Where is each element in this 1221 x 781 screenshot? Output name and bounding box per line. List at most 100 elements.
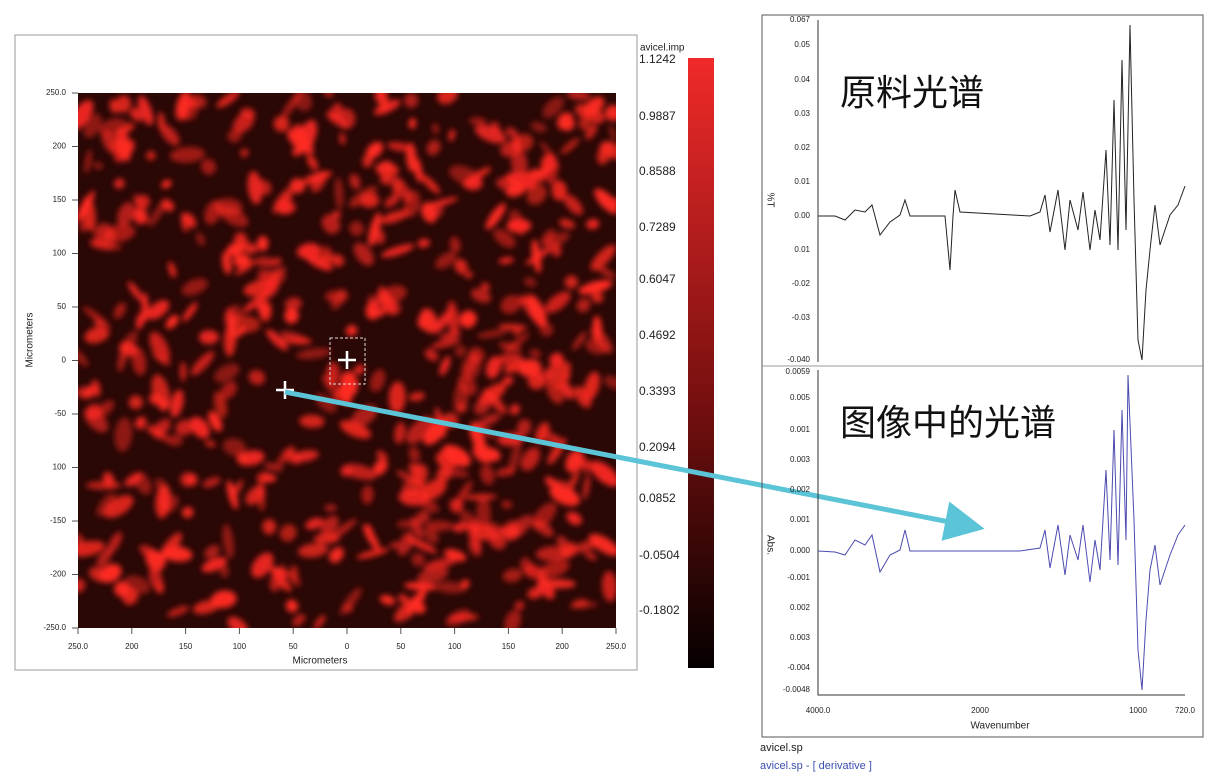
- blob: [433, 309, 453, 334]
- blob: [256, 235, 269, 252]
- y-tick-label: 0.005: [790, 393, 811, 402]
- blob: [262, 519, 277, 535]
- blob: [202, 476, 221, 488]
- blob: [542, 96, 565, 119]
- y-tick-label: -0.001: [787, 573, 810, 582]
- blob: [420, 174, 441, 194]
- blob: [454, 345, 467, 358]
- blob: [263, 462, 283, 472]
- blob: [227, 616, 249, 628]
- colorbar-label: 0.6047: [639, 272, 676, 286]
- blob: [545, 480, 568, 487]
- blob: [387, 141, 412, 152]
- x-tick-label: 100: [233, 642, 247, 651]
- blob: [149, 331, 170, 364]
- blob: [578, 279, 613, 295]
- blob: [92, 162, 104, 170]
- blob: [251, 552, 274, 578]
- blob: [185, 473, 198, 486]
- blob: [476, 496, 491, 529]
- blob: [204, 440, 216, 448]
- blob: [485, 522, 505, 542]
- blob: [226, 308, 237, 341]
- blob: [88, 567, 110, 583]
- blob: [127, 281, 144, 302]
- blob: [186, 97, 198, 108]
- blob: [133, 194, 141, 205]
- y-tick-label: 0.000: [790, 546, 811, 555]
- blob: [449, 236, 461, 253]
- blob: [397, 531, 415, 556]
- blob: [406, 142, 417, 173]
- blob: [588, 533, 616, 556]
- blob: [414, 602, 426, 614]
- blob: [216, 93, 240, 108]
- blob: [181, 278, 208, 296]
- blob: [180, 212, 189, 233]
- blob: [454, 258, 468, 275]
- y-tick-label: -0.03: [792, 313, 811, 322]
- blob: [550, 434, 560, 443]
- blob: [204, 545, 220, 559]
- blob: [439, 356, 451, 376]
- blob: [459, 310, 477, 328]
- x-tick-label: 200: [125, 642, 139, 651]
- blob: [474, 124, 506, 144]
- blob: [78, 99, 94, 131]
- blob: [239, 242, 258, 254]
- blob: [189, 416, 210, 439]
- blob: [379, 174, 391, 185]
- blob: [289, 178, 306, 194]
- blob: [146, 150, 156, 161]
- blob: [201, 556, 227, 573]
- blob: [411, 552, 426, 567]
- blob: [158, 399, 170, 411]
- blob: [161, 494, 179, 513]
- colorbar: [688, 58, 714, 668]
- y-axis-label: Abs.: [764, 535, 775, 555]
- blob: [235, 452, 248, 465]
- blob: [103, 224, 136, 243]
- blob: [549, 485, 580, 507]
- blob: [389, 542, 401, 549]
- blob: [256, 269, 287, 285]
- blob: [604, 104, 616, 122]
- blob: [82, 385, 95, 399]
- blob: [422, 478, 447, 500]
- blob: [331, 254, 345, 267]
- blob: [369, 369, 386, 392]
- image-spectrum: [817, 374, 1186, 691]
- blob: [368, 212, 382, 247]
- blob: [505, 172, 537, 190]
- blob: [222, 438, 247, 456]
- blob: [465, 493, 498, 501]
- blob: [408, 392, 426, 402]
- blob: [495, 467, 515, 477]
- blob: [121, 587, 139, 605]
- y-tick-label: 0.067: [790, 15, 811, 24]
- blob: [334, 177, 344, 210]
- blob: [161, 546, 193, 562]
- blob: [321, 214, 341, 234]
- blob: [417, 566, 449, 584]
- blob: [222, 523, 235, 559]
- blob: [226, 242, 244, 257]
- blob: [255, 471, 271, 481]
- blob: [389, 175, 413, 202]
- blob: [421, 202, 437, 223]
- blob: [96, 492, 116, 517]
- x-tick-label: 250.0: [68, 642, 89, 651]
- blob: [302, 170, 333, 185]
- blob: [190, 351, 215, 376]
- blob: [509, 404, 521, 415]
- blob: [84, 149, 92, 174]
- blob: [113, 302, 126, 319]
- blob: [572, 331, 587, 351]
- blob: [166, 605, 190, 617]
- blob: [234, 259, 257, 276]
- blob: [135, 312, 145, 330]
- blob: [323, 93, 334, 98]
- blob: [483, 388, 507, 414]
- blob: [290, 124, 307, 144]
